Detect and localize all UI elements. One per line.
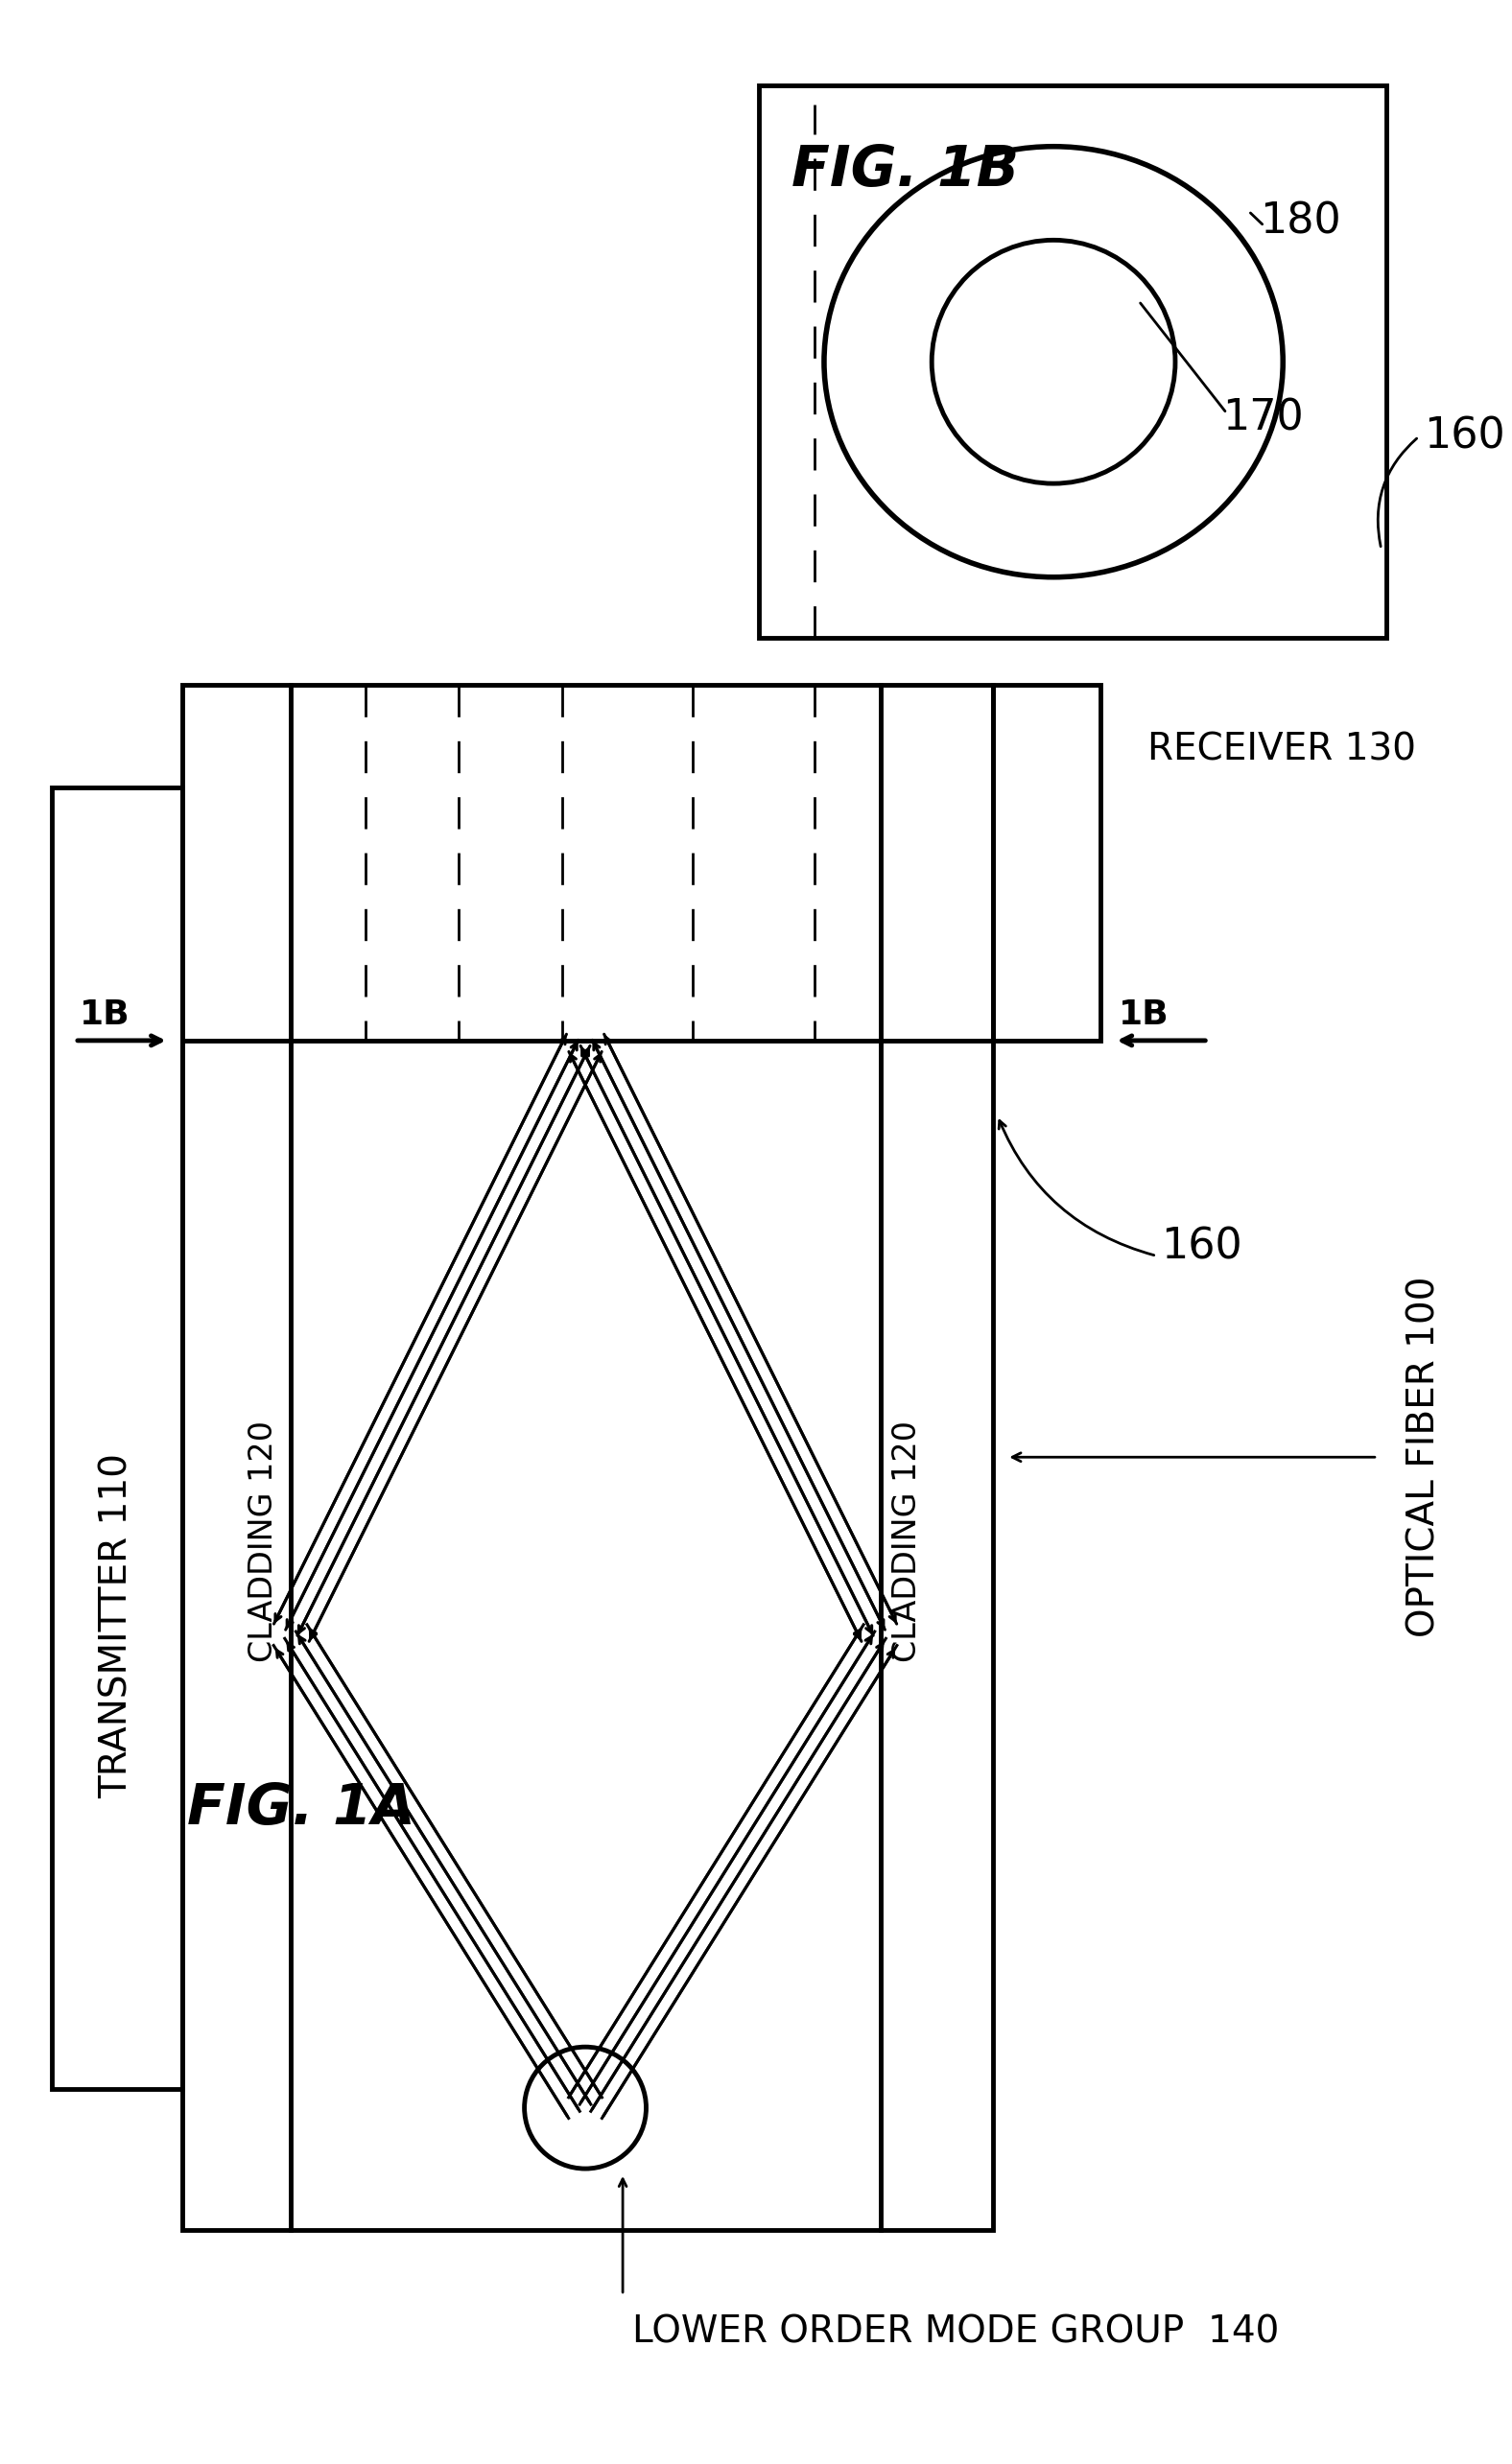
Text: OPTICAL FIBER 100: OPTICAL FIBER 100 bbox=[1406, 1276, 1442, 1639]
Text: CLADDING 120: CLADDING 120 bbox=[892, 1422, 924, 1663]
Text: 1B: 1B bbox=[80, 998, 130, 1032]
Text: LOWER ORDER MODE GROUP  140: LOWER ORDER MODE GROUP 140 bbox=[632, 2314, 1279, 2351]
FancyArrowPatch shape bbox=[999, 1121, 1154, 1254]
FancyArrowPatch shape bbox=[1377, 439, 1417, 547]
Text: 1B: 1B bbox=[1119, 998, 1170, 1032]
Text: CLADDING 120: CLADDING 120 bbox=[248, 1422, 280, 1663]
Text: FIG. 1B: FIG. 1B bbox=[791, 143, 1019, 197]
Text: 160: 160 bbox=[1161, 1227, 1243, 1266]
Text: 160: 160 bbox=[1423, 416, 1504, 458]
Text: RECEIVER 130: RECEIVER 130 bbox=[1148, 732, 1415, 769]
Text: TRANSMITTER 110: TRANSMITTER 110 bbox=[98, 1454, 135, 1799]
Text: 180: 180 bbox=[1259, 200, 1341, 241]
Text: 170: 170 bbox=[1222, 397, 1303, 439]
Text: FIG. 1A: FIG. 1A bbox=[187, 1781, 416, 1836]
